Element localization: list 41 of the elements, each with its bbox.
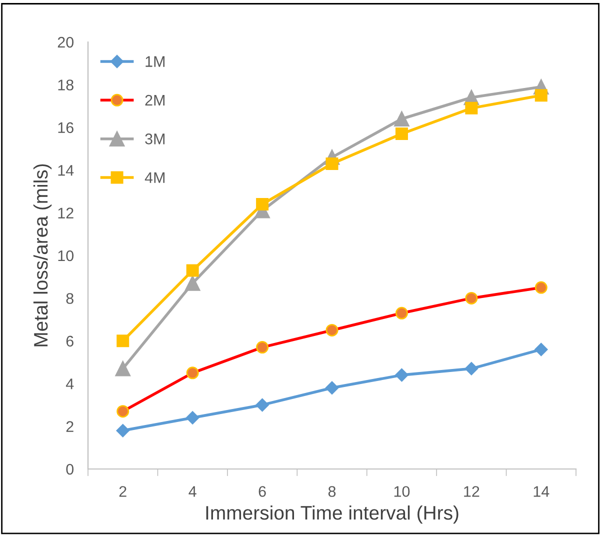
y-tick-label: 8	[66, 293, 74, 304]
y-tick-label: 12	[58, 208, 74, 218]
point	[395, 128, 408, 140]
x-axis-title: Immersion Time interval (Hrs)	[206, 505, 458, 524]
point	[256, 398, 269, 412]
point	[534, 89, 548, 102]
legend-label: 3M	[145, 134, 164, 144]
point	[464, 362, 478, 376]
point	[186, 264, 199, 277]
point	[395, 368, 408, 382]
x-tick-label: 4	[188, 486, 196, 497]
y-tick-label: 0	[66, 464, 74, 475]
x-tick-label: 14	[534, 486, 550, 497]
point	[186, 411, 200, 424]
y-tick-label: 2	[66, 421, 74, 432]
point	[115, 361, 130, 376]
legend-label: 2M	[145, 94, 164, 106]
point	[116, 424, 130, 438]
point	[465, 102, 478, 114]
point	[116, 334, 130, 348]
x-tick-label: 8	[328, 486, 336, 497]
point	[534, 342, 548, 356]
y-tick-label: 18	[58, 80, 74, 90]
x-tick-label: 10	[394, 486, 410, 497]
x-tick-label: 12	[464, 486, 480, 497]
y-tick-label: 10	[58, 250, 74, 262]
point	[256, 198, 269, 211]
y-tick-label: 14	[58, 165, 74, 176]
y-tick-label: 4	[66, 378, 74, 390]
legend-label: 4M	[144, 172, 164, 183]
y-tick-label: 6	[66, 336, 74, 347]
point	[326, 157, 338, 170]
point	[184, 276, 200, 291]
point	[325, 381, 339, 394]
legend-label: 1M	[146, 56, 164, 67]
y-tick-label: 16	[58, 122, 74, 134]
y-tick-label: 20	[58, 36, 74, 48]
point	[394, 111, 410, 126]
x-tick-label: 2	[119, 486, 126, 497]
x-tick-label: 6	[258, 486, 266, 497]
y-axis-title: Metal loss/area (mils)	[33, 164, 52, 346]
